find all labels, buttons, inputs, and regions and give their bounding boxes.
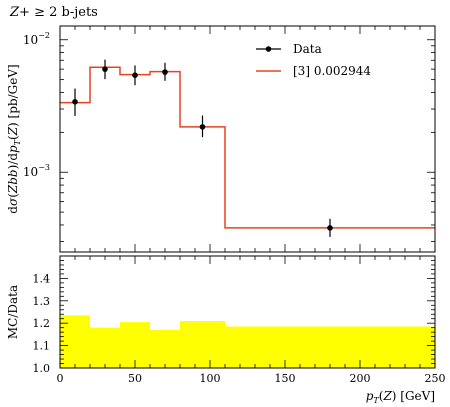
data-point <box>199 124 206 130</box>
chart-title: Z+ ≥ 2 b-jets <box>9 5 98 20</box>
ratio-band-fill <box>60 315 435 368</box>
data-point <box>102 66 108 72</box>
main-y-axis-label: dσ(Zbb)/dpT(Z) [pb/GeV] <box>6 64 22 213</box>
legend-data-label: Data <box>293 42 322 56</box>
legend: Data [3] 0.002944 <box>256 42 371 78</box>
ratio-y-tick-label: 1.3 <box>33 295 51 308</box>
x-tick-label: 0 <box>57 372 64 385</box>
ratio-panel: 1.0 1.1 1.2 1.3 1.4 0 50 100 150 200 250 MC/Data <box>6 255 446 385</box>
legend-mc-label: [3] 0.002944 <box>293 64 371 78</box>
ratio-band <box>60 315 435 368</box>
ratio-y-tick-label: 1.2 <box>33 317 51 330</box>
main-y-tick-labels: 10−3 10−2 <box>23 31 50 179</box>
ratio-y-tick-label: 1.0 <box>33 362 51 375</box>
x-tick-labels: 0 50 100 150 200 250 <box>57 372 446 385</box>
ratio-y-tick-label: 1.4 <box>33 272 51 285</box>
main-plot-frame <box>59 25 436 253</box>
main-axis-ticks <box>59 26 436 252</box>
main-panel: 10−3 10−2 Data [3] 0.002944 dσ(Zbb)/dpT(Z… <box>6 25 436 253</box>
x-tick-label: 200 <box>350 372 371 385</box>
ratio-plot-frame <box>59 255 436 369</box>
mc-histogram <box>60 66 435 229</box>
data-point <box>162 69 168 75</box>
data-point <box>72 99 78 105</box>
legend-data-marker <box>265 46 272 52</box>
data-points <box>72 59 333 237</box>
x-tick-label: 150 <box>275 372 296 385</box>
main-y-tick-label: 10−2 <box>23 31 50 47</box>
x-axis-label: pT(Z) [GeV] <box>366 389 435 405</box>
data-point <box>132 72 138 79</box>
x-tick-label: 250 <box>425 372 446 385</box>
mc-histogram-line <box>60 66 435 229</box>
ratio-y-tick-label: 1.1 <box>33 340 51 353</box>
main-y-tick-label: 10−3 <box>23 163 50 179</box>
data-point <box>327 225 333 231</box>
x-tick-label: 100 <box>200 372 221 385</box>
ratio-y-axis-label: MC/Data <box>6 285 20 339</box>
x-tick-label: 50 <box>128 372 142 385</box>
ratio-y-tick-labels: 1.0 1.1 1.2 1.3 1.4 <box>33 272 51 375</box>
